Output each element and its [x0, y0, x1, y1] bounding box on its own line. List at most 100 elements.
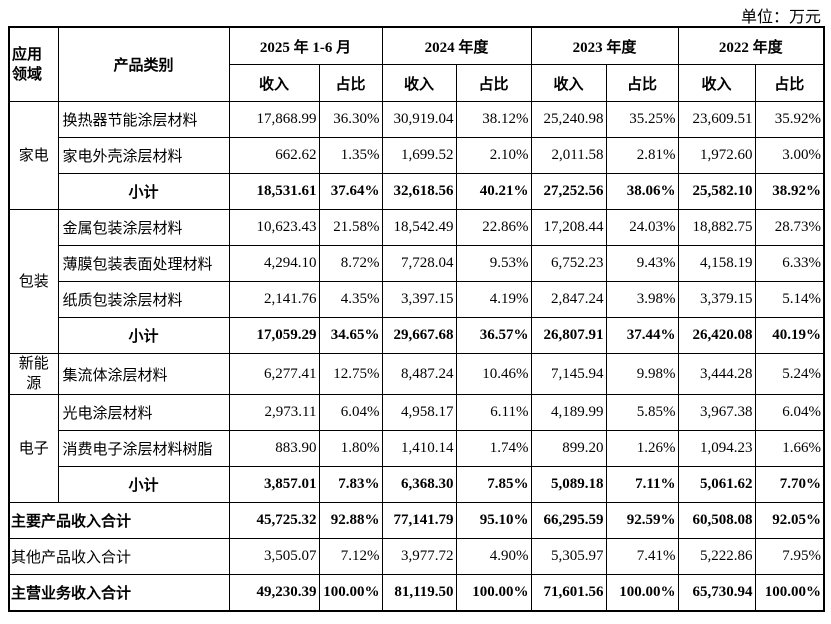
value-cell: 100.00%: [318, 574, 383, 612]
value-cell: 3,444.28: [677, 353, 756, 395]
unit-note: 单位：万元: [740, 9, 821, 26]
value-cell: 1.35%: [318, 137, 383, 174]
value-cell: 26,420.08: [677, 317, 756, 354]
data-row: 新能源 集流体涂层材料 6,277.41 12.75% 8,487.24 10.46% 7,…: [8, 353, 825, 395]
value-cell: 21.58%: [318, 209, 383, 246]
value-cell: 10.46%: [455, 353, 532, 395]
value-cell: 27,252.56: [530, 173, 607, 210]
header-cell: 应用领域: [8, 26, 59, 102]
data-row: 家电 换热器节能涂层材料 17,868.99 36.30% 30,919.04 38.12…: [8, 101, 825, 210]
value-cell: 5.85%: [605, 394, 679, 431]
value-cell: 37.64%: [318, 173, 383, 210]
total-row: 主营业务收入合计 49,230.39 100.00% 81,119.50 100.00%…: [8, 574, 825, 612]
value-cell: 3,397.15: [381, 281, 457, 318]
total-label: 主营业务收入合计: [8, 574, 230, 612]
domain-cell: 新能源: [8, 353, 59, 395]
value-cell: 25,240.98: [530, 101, 607, 138]
category-cell: 消费电子涂层材料树脂: [57, 430, 230, 467]
value-cell: 1.80%: [318, 430, 383, 467]
value-cell: 100.00%: [455, 574, 532, 612]
value-cell: 1,094.23: [677, 430, 756, 467]
value-cell: 26,807.91: [530, 317, 607, 354]
value-cell: 3.00%: [754, 137, 825, 174]
revenue-table: 应用领域 产品类别 2025 年 1-6 月 2024 年度 2023 年度 2022 年…: [8, 26, 825, 612]
category-cell: 家电外壳涂层材料: [57, 137, 230, 174]
value-cell: 92.05%: [754, 502, 825, 539]
value-cell: 100.00%: [754, 574, 825, 612]
value-cell: 32,618.56: [381, 173, 457, 210]
value-cell: 5.24%: [754, 353, 825, 395]
subtotal-label: 小计: [57, 317, 230, 354]
sub-header: 收入: [677, 64, 756, 102]
value-cell: 1.66%: [754, 430, 825, 467]
value-cell: 883.90: [228, 430, 320, 467]
value-cell: 7,728.04: [381, 245, 457, 282]
value-cell: 40.19%: [754, 317, 825, 354]
data-row: 电子 光电涂层材料 2,973.11 6.04% 4,958.17 6.11% 4,189.…: [8, 394, 825, 503]
category-cell: 薄膜包装表面处理材料: [57, 245, 230, 282]
value-cell: 4,189.99: [530, 394, 607, 431]
value-cell: 2.81%: [605, 137, 679, 174]
value-cell: 71,601.56: [530, 574, 607, 612]
value-cell: 45,725.32: [228, 502, 320, 539]
value-cell: 17,059.29: [228, 317, 320, 354]
value-cell: 4.35%: [318, 281, 383, 318]
value-cell: 6,277.41: [228, 353, 320, 395]
domain-cell: 电子: [8, 394, 59, 503]
value-cell: 18,882.75: [677, 209, 756, 246]
sub-header: 占比: [318, 64, 383, 102]
value-cell: 77,141.79: [381, 502, 457, 539]
value-cell: 1,699.52: [381, 137, 457, 174]
value-cell: 6.04%: [754, 394, 825, 431]
value-cell: 2.10%: [455, 137, 532, 174]
sub-header: 收入: [530, 64, 607, 102]
value-cell: 9.53%: [455, 245, 532, 282]
value-cell: 49,230.39: [228, 574, 320, 612]
value-cell: 38.92%: [754, 173, 825, 210]
value-cell: 66,295.59: [530, 502, 607, 539]
value-cell: 95.10%: [455, 502, 532, 539]
value-cell: 662.62: [228, 137, 320, 174]
subtotal-row: 小计 18,531.61 37.64% 32,618.56 40.21% 27,252.5…: [9, 173, 825, 210]
subtotal-label: 小计: [57, 173, 230, 210]
subtotal-row: 小计 17,059.29 34.65% 29,667.68 36.57% 26,807.9…: [9, 317, 825, 354]
domain-cell: 包装: [8, 209, 59, 354]
value-cell: 2,847.24: [530, 281, 607, 318]
value-cell: 92.59%: [605, 502, 679, 539]
value-cell: 22.86%: [455, 209, 532, 246]
value-cell: 7.83%: [318, 466, 383, 503]
value-cell: 7.95%: [754, 538, 825, 575]
total-label: 主要产品收入合计: [8, 502, 230, 539]
value-cell: 5,089.18: [530, 466, 607, 503]
value-cell: 3,379.15: [677, 281, 756, 318]
value-cell: 3,977.72: [381, 538, 457, 575]
value-cell: 3.98%: [605, 281, 679, 318]
value-cell: 4,158.19: [677, 245, 756, 282]
header-cell: 产品类别: [57, 26, 230, 102]
category-cell: 换热器节能涂层材料: [57, 101, 230, 138]
value-cell: 25,582.10: [677, 173, 756, 210]
sub-header: 收入: [228, 64, 320, 102]
subtotal-row: 小计 3,857.01 7.83% 6,368.30 7.85% 5,089.18 7.11…: [9, 466, 825, 503]
period-header: 2022 年度: [677, 26, 825, 65]
value-cell: 8.72%: [318, 245, 383, 282]
total-row: 其他产品收入合计 3,505.07 7.12% 3,977.72 4.90% 5,305.…: [8, 538, 825, 575]
value-cell: 36.30%: [318, 101, 383, 138]
data-row: 家电外壳涂层材料 662.62 1.35% 1,699.52 2.10% 2,011.58…: [9, 137, 825, 174]
data-row: 包装 金属包装涂层材料 10,623.43 21.58% 18,542.49 22.86%…: [8, 209, 825, 354]
header-row: 应用领域 产品类别 2025 年 1-6 月 2024 年度 2023 年度 2022 年…: [8, 26, 825, 102]
value-cell: 100.00%: [605, 574, 679, 612]
value-cell: 3,857.01: [228, 466, 320, 503]
value-cell: 7.70%: [754, 466, 825, 503]
value-cell: 40.21%: [455, 173, 532, 210]
value-cell: 6.04%: [318, 394, 383, 431]
value-cell: 18,531.61: [228, 173, 320, 210]
sub-header: 占比: [455, 64, 532, 102]
value-cell: 5,222.86: [677, 538, 756, 575]
value-cell: 5,061.62: [677, 466, 756, 503]
value-cell: 12.75%: [318, 353, 383, 395]
value-cell: 1,410.14: [381, 430, 457, 467]
value-cell: 8,487.24: [381, 353, 457, 395]
value-cell: 29,667.68: [381, 317, 457, 354]
value-cell: 17,868.99: [228, 101, 320, 138]
